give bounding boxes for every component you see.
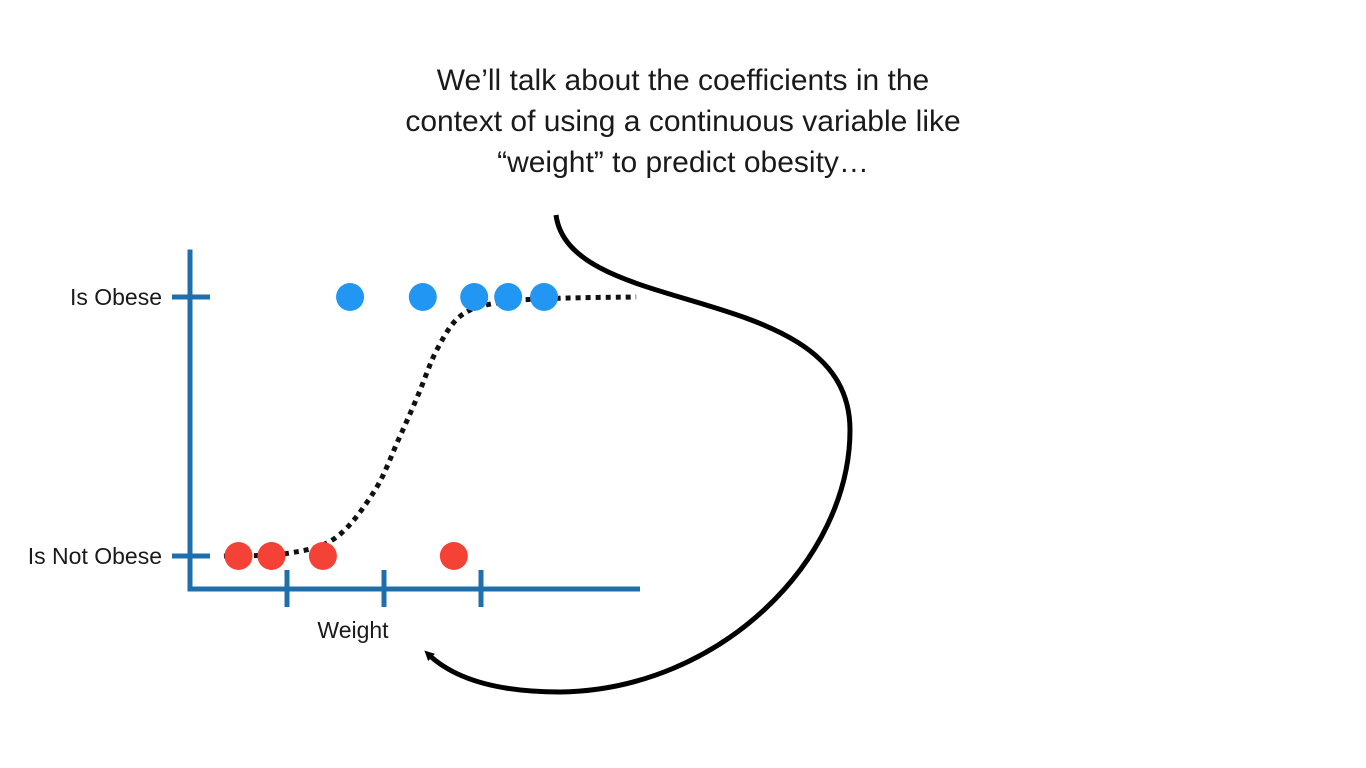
axes — [187, 249, 640, 592]
data-points — [224, 283, 559, 570]
y-ticks: Is Not Obese Is Obese — [28, 284, 210, 569]
obese-point — [408, 283, 437, 311]
x-axis-label: Weight — [317, 617, 389, 643]
not-obese-point — [257, 542, 286, 570]
y-tick-label: Is Not Obese — [28, 543, 162, 569]
obese-point — [494, 283, 523, 311]
caption-line-2: context of using a continuous variable l… — [405, 105, 961, 138]
obese-point — [336, 283, 365, 311]
caption: We’ll talk about the coefficients in the… — [300, 60, 1066, 183]
sigmoid-fit-curve — [223, 294, 637, 559]
y-tick-label: Is Obese — [70, 284, 162, 310]
x-ticks — [284, 570, 484, 607]
obese-point — [460, 283, 489, 311]
callout-arrow — [424, 214, 853, 695]
caption-line-3: “weight” to predict obesity… — [497, 146, 869, 179]
obese-point — [530, 283, 559, 311]
caption-line-1: We’ll talk about the coefficients in the — [436, 64, 930, 97]
not-obese-point — [439, 542, 468, 570]
not-obese-point — [224, 542, 253, 570]
not-obese-point — [308, 542, 337, 570]
